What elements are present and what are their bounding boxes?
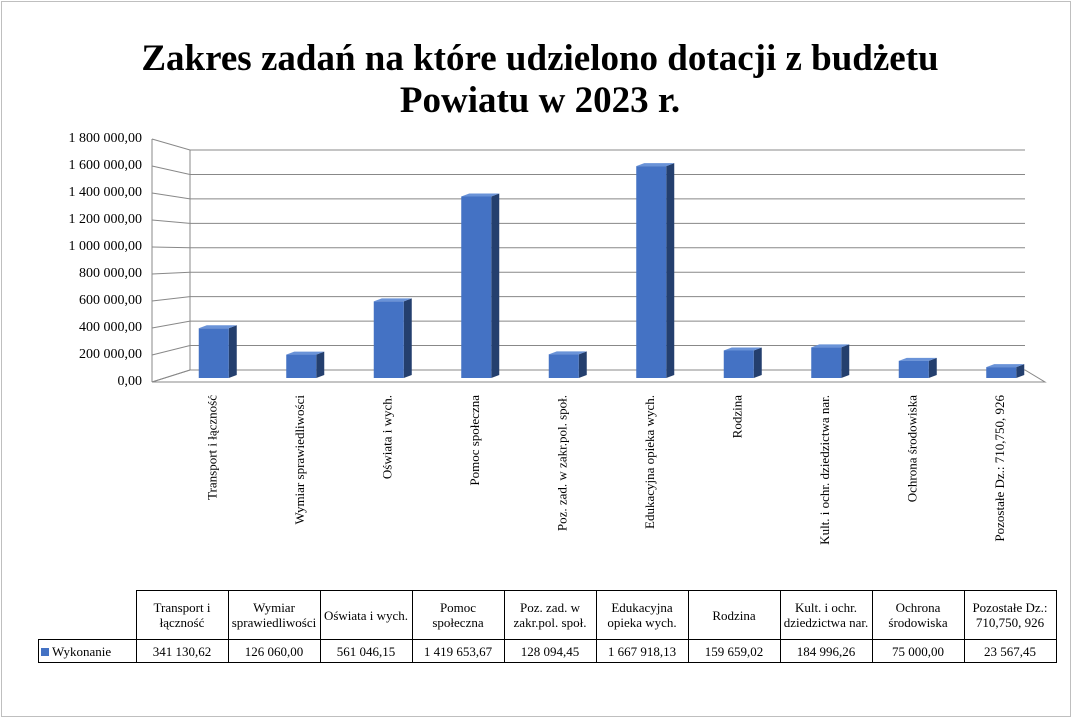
- bar-side: [1016, 364, 1025, 378]
- bar: [373, 301, 404, 378]
- column-header: Kult. i ochr. dziedzictwa nar.: [779, 590, 873, 640]
- legend-swatch: [41, 647, 49, 656]
- y-tick-label: 400 000,00: [79, 320, 142, 335]
- chart-title: Zakres zadań na które udzielono dotacji …: [141, 38, 939, 121]
- column-header: Poz. zad. w zakr.pol. społ.: [503, 590, 597, 640]
- x-tick-label: Pomoc społeczna: [467, 395, 482, 486]
- bar-side: [403, 298, 412, 378]
- bar-top: [986, 364, 1025, 368]
- bar: [898, 360, 929, 378]
- value-cell: 561 046,15: [319, 639, 413, 663]
- bar-top: [898, 357, 937, 361]
- x-tick-label: Ochrona środowiska: [905, 395, 920, 502]
- bar: [636, 166, 667, 378]
- grid-line: [151, 246, 1025, 249]
- y-tick-label: 600 000,00: [79, 293, 142, 308]
- value-cell: 23 567,45: [963, 639, 1057, 663]
- bar-top: [461, 193, 500, 197]
- bar-side: [928, 357, 937, 378]
- grid-line: [151, 219, 1025, 224]
- bar-top: [373, 298, 412, 302]
- bar-top: [198, 325, 237, 329]
- value-cell: 1 419 653,67: [411, 639, 505, 663]
- legend-label: Wykonanie: [52, 643, 112, 659]
- bar-side: [491, 193, 500, 378]
- y-tick-label: 0,00: [118, 374, 143, 389]
- bar-side: [666, 163, 675, 378]
- x-tick-label: Transport i łączność: [205, 395, 220, 500]
- column-header: Pozostałe Dz.: 710,750, 926: [963, 590, 1057, 640]
- bar-top: [286, 351, 325, 355]
- x-tick-label: Rodzina: [730, 395, 745, 439]
- bar: [986, 367, 1017, 378]
- x-tick-label: Oświata i wych.: [380, 395, 395, 479]
- table-row: Wykonanie 341 130,62 126 060,00 561 046,15 1…: [38, 639, 1057, 663]
- bar-side: [753, 347, 762, 378]
- value-cell: 159 659,02: [687, 639, 781, 663]
- column-header: Pomoc społeczna: [411, 590, 505, 640]
- x-tick-label: Kult. i ochr. dziedzictwa nar.: [817, 395, 832, 545]
- column-header: Rodzina: [687, 590, 781, 640]
- column-header: Oświata i wych.: [319, 590, 413, 640]
- grid-line: [151, 271, 1025, 275]
- data-table: Transport i łączność Wymiar sprawiedliwoś…: [38, 590, 1057, 663]
- bar-side: [316, 351, 325, 378]
- value-cell: 126 060,00: [227, 639, 321, 663]
- grid-line: [151, 192, 1025, 200]
- bar: [811, 347, 842, 378]
- y-tick-label: 1 800 000,00: [69, 131, 143, 146]
- x-tick-label: Pozostałe Dz.: 710,750, 926: [992, 395, 1007, 542]
- bar: [286, 354, 317, 378]
- column-header: Transport i łączność: [135, 590, 229, 640]
- y-tick-label: 1 000 000,00: [69, 239, 143, 254]
- bar: [198, 328, 229, 378]
- column-header: Wymiar sprawiedliwości: [227, 590, 321, 640]
- x-tick-label: Poz. zad. w zakr.pol. społ.: [555, 395, 570, 531]
- bar: [548, 354, 579, 378]
- column-header: Edukacyjna opieka wych.: [595, 590, 689, 640]
- y-tick-label: 1 400 000,00: [69, 185, 143, 200]
- bar-side: [841, 344, 850, 378]
- y-tick-label: 200 000,00: [79, 347, 142, 362]
- y-tick-label: 1 200 000,00: [69, 212, 143, 227]
- corner: [38, 590, 137, 640]
- bar-top: [723, 347, 762, 351]
- bar: [723, 350, 754, 378]
- bar-side: [578, 351, 587, 378]
- grid-line: [151, 296, 1025, 302]
- value-cell: 184 996,26: [779, 639, 873, 663]
- column-header: Ochrona środowiska: [871, 590, 965, 640]
- y-tick-label: 1 600 000,00: [69, 158, 143, 173]
- bar-top: [811, 344, 850, 348]
- grid-line: [151, 320, 1025, 329]
- bar-top: [636, 163, 675, 167]
- grid-line: [151, 138, 1025, 151]
- x-tick-label: Edukacyjna opieka wych.: [642, 395, 657, 529]
- bar-side: [228, 325, 237, 378]
- value-cell: 1 667 918,13: [595, 639, 689, 663]
- grid-line: [151, 165, 1025, 175]
- bar: [461, 196, 492, 378]
- value-cell: 75 000,00: [871, 639, 965, 663]
- bar-top: [548, 351, 587, 355]
- value-cell: 341 130,62: [135, 639, 229, 663]
- grid-line: [151, 345, 1025, 356]
- y-tick-label: 800 000,00: [79, 266, 142, 281]
- value-cell: 128 094,45: [503, 639, 597, 663]
- legend-cell: Wykonanie: [38, 639, 137, 663]
- table-header: Transport i łączność Wymiar sprawiedliwoś…: [38, 590, 1057, 640]
- x-tick-label: Wymiar sprawiedliwości: [292, 395, 307, 525]
